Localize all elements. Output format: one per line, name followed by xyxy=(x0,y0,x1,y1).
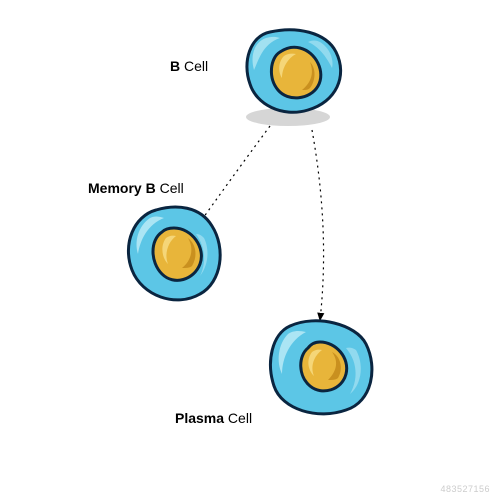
plasma-label-bold: Plasma xyxy=(175,410,224,426)
plasma-icon xyxy=(262,312,380,424)
memory-label-bold: Memory B xyxy=(88,180,156,196)
plasma-label-normal: Cell xyxy=(224,410,252,426)
memory-icon xyxy=(116,198,228,310)
plasma-node xyxy=(262,312,380,424)
plasma-label: Plasma Cell xyxy=(175,410,252,426)
bcell-label-bold: B xyxy=(170,58,180,74)
watermark: 483527156 xyxy=(440,484,490,494)
edge-bcell-plasma xyxy=(312,130,324,320)
bcell-icon xyxy=(236,22,356,132)
memory-label: Memory B Cell xyxy=(88,180,184,196)
bcell-label: B Cell xyxy=(170,58,208,74)
memory-node xyxy=(116,198,228,310)
bcell-node xyxy=(236,22,356,132)
memory-label-normal: Cell xyxy=(156,180,184,196)
bcell-label-normal: Cell xyxy=(180,58,208,74)
